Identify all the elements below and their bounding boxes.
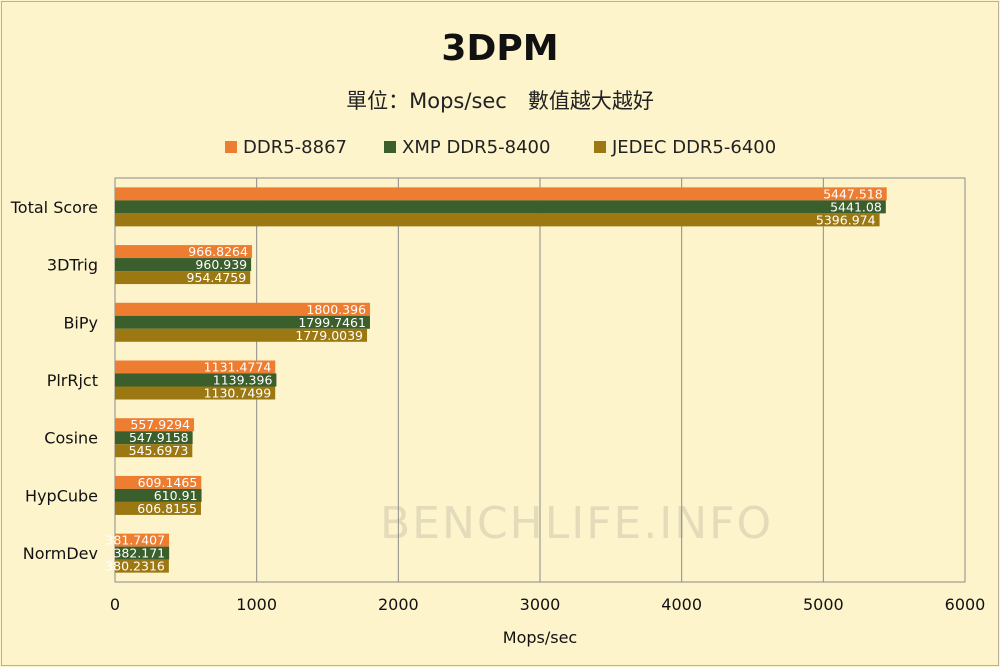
bar — [115, 213, 880, 227]
legend-label: JEDEC DDR5-6400 — [611, 137, 776, 158]
legend-swatch — [384, 141, 396, 153]
bar — [115, 315, 370, 329]
bar — [115, 258, 252, 272]
bar — [115, 444, 193, 458]
chart-title: 3DPM — [441, 28, 558, 69]
category-label: 3DTrig — [47, 256, 98, 275]
bar — [115, 418, 195, 432]
legend-label: DDR5-8867 — [243, 137, 347, 158]
watermark-text: BENCHLIFE.INFO — [380, 498, 773, 549]
data-label: 1800.396 — [306, 302, 366, 317]
data-label: 380.2316 — [105, 559, 165, 574]
bar — [115, 431, 193, 445]
data-label: 557.9294 — [130, 417, 190, 432]
data-label: 545.6973 — [129, 443, 189, 458]
chart-subtitle: 單位：Mops/sec 數值越大越好 — [346, 89, 654, 113]
x-tick-label: 6000 — [945, 595, 986, 614]
bar — [115, 475, 202, 489]
x-axis-title: Mops/sec — [503, 628, 577, 647]
data-label: 1799.7461 — [298, 315, 366, 330]
plot-area: 0 1000 2000 3000 4000 5000 6000 Total Score 5447… — [10, 177, 986, 614]
bar — [115, 373, 277, 387]
category-label: PlrRjct — [47, 371, 98, 390]
data-label: 606.8155 — [137, 501, 197, 516]
data-label: 382.171 — [113, 546, 165, 561]
bar — [115, 488, 202, 502]
x-tick-label: 2000 — [378, 595, 419, 614]
category-label: NormDev — [23, 544, 98, 563]
data-label: 5441.08 — [830, 199, 882, 214]
category-label: Total Score — [10, 198, 98, 217]
bar — [115, 533, 170, 547]
bar — [115, 386, 276, 400]
bar — [115, 360, 276, 374]
bar — [115, 501, 201, 515]
data-label: 609.1465 — [138, 475, 198, 490]
legend-swatch — [225, 141, 237, 153]
data-label: 610.91 — [154, 488, 198, 503]
bar — [115, 302, 371, 316]
legend: DDR5-8867 XMP DDR5-8400 JEDEC DDR5-6400 — [225, 137, 776, 158]
data-label: 966.8264 — [188, 244, 248, 259]
bar — [115, 200, 886, 214]
bar — [115, 546, 170, 560]
x-tick-label: 1000 — [236, 595, 277, 614]
category-label: BiPy — [63, 313, 98, 332]
x-tick-label: 0 — [110, 595, 120, 614]
bar — [115, 559, 169, 573]
legend-swatch — [594, 141, 606, 153]
data-label: 954.4759 — [187, 270, 247, 285]
legend-label: XMP DDR5-8400 — [402, 137, 550, 158]
data-label: 5396.974 — [816, 212, 876, 227]
bar — [115, 271, 251, 285]
bar — [115, 328, 368, 342]
x-tick-label: 5000 — [803, 595, 844, 614]
x-tick-label: 4000 — [661, 595, 702, 614]
data-label: 381.7407 — [105, 533, 165, 548]
data-label: 960.939 — [195, 257, 247, 272]
data-label: 547.9158 — [129, 430, 189, 445]
data-label: 1131.4774 — [204, 360, 272, 375]
data-label: 5447.518 — [823, 186, 883, 201]
bar — [115, 245, 252, 259]
x-tick-label: 3000 — [520, 595, 561, 614]
data-label: 1779.0039 — [295, 328, 363, 343]
data-label: 1130.7499 — [204, 386, 272, 401]
bar — [115, 187, 887, 201]
category-label: Cosine — [44, 429, 98, 448]
data-label: 1139.396 — [213, 373, 273, 388]
category-label: HypCube — [25, 486, 98, 505]
